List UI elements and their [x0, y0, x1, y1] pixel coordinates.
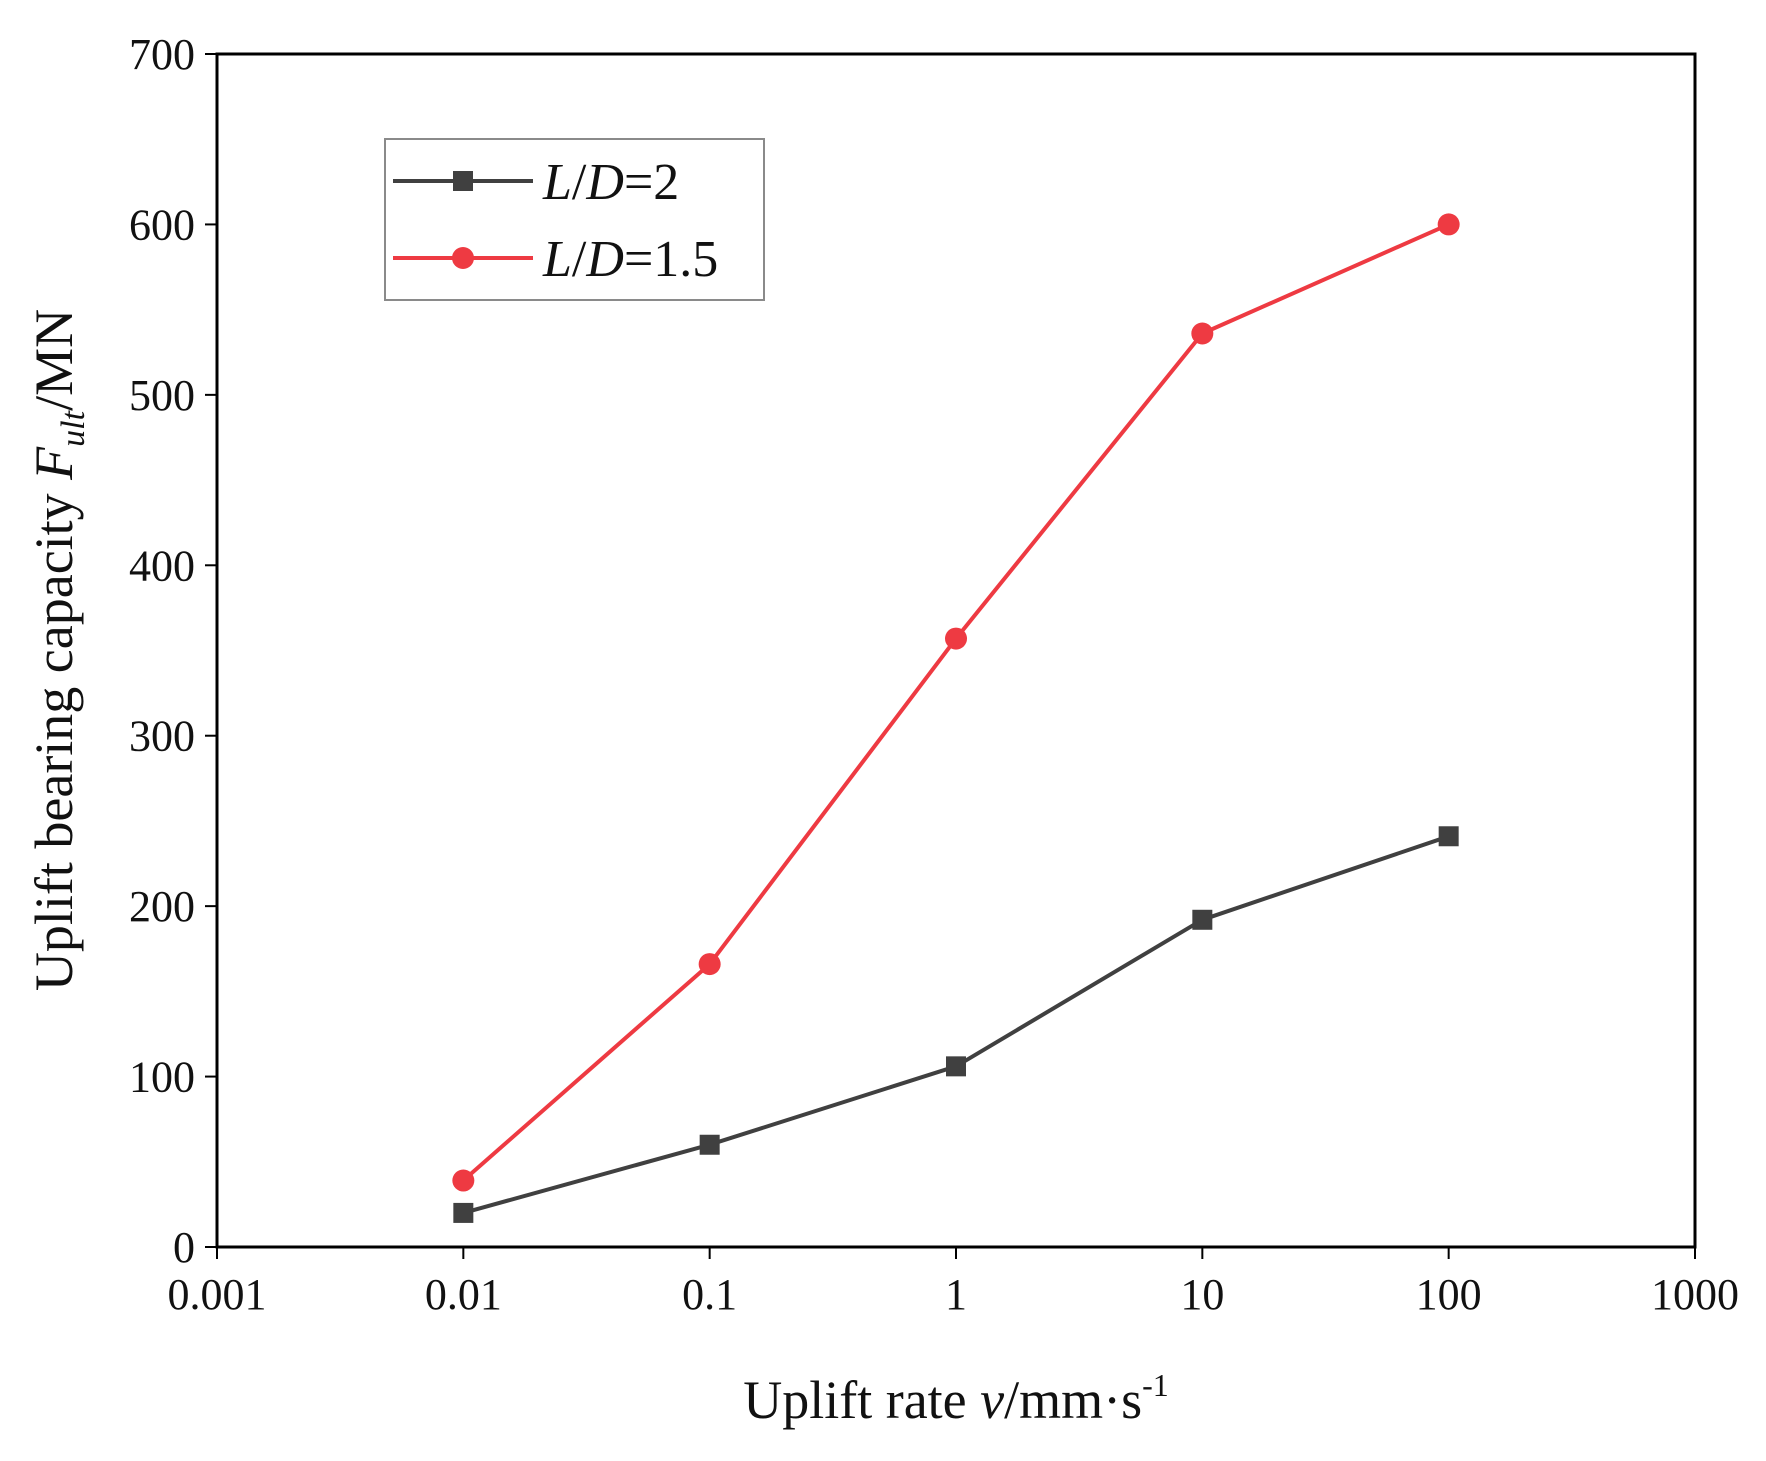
data-point-l-d-2-10: [1192, 909, 1213, 930]
data-point-l-d-2-100: [1438, 826, 1459, 847]
y-tick-label-0: 0: [173, 1223, 195, 1272]
y-axis-ticks: 0 100 200 300 400 500 600 700: [129, 30, 217, 1272]
x-tick-label-1: 1: [945, 1270, 967, 1319]
legend-entry-l-d-1-5: L/D=1.5: [393, 231, 718, 288]
legend-label-l-d-1-5: L/D=1.5: [542, 231, 718, 288]
y-tick-label-400: 400: [129, 541, 195, 590]
data-point-l-d-2-0-01: [453, 1202, 474, 1223]
y-tick-label-700: 700: [129, 30, 195, 79]
x-axis-title: Uplift rate v/mm·s-1: [743, 1367, 1169, 1430]
y-tick-label-100: 100: [129, 1053, 195, 1102]
data-point-l-d-1-5-0-1: [698, 953, 721, 976]
x-tick-label-0-01: 0.01: [425, 1270, 502, 1319]
data-point-l-d-1-5-1: [945, 627, 967, 650]
legend: L/D=2 L/D=1.5: [384, 138, 765, 301]
x-tick-label-0-001: 0.001: [168, 1270, 267, 1319]
data-point-l-d-1-5-10: [1191, 322, 1214, 345]
y-tick-label-300: 300: [129, 712, 195, 761]
series-line-l-d-1-5: [461, 222, 1450, 1183]
y-tick-label-200: 200: [129, 882, 195, 931]
y-tick-label-500: 500: [129, 371, 195, 420]
x-tick-label-10: 10: [1180, 1270, 1224, 1319]
data-point-l-d-2-0-1: [699, 1134, 720, 1155]
data-point-l-d-2-1: [946, 1056, 966, 1077]
x-tick-label-1000: 1000: [1651, 1270, 1739, 1319]
x-tick-label-0-1: 0.1: [682, 1270, 737, 1319]
legend-marker-l-d-1-5: [452, 247, 474, 269]
data-point-l-d-1-5-0-01: [452, 1169, 475, 1192]
legend-box: [384, 138, 765, 301]
data-point-l-d-1-5-100: [1437, 213, 1460, 236]
series-markers: [452, 213, 1460, 1223]
y-axis-title: Uplift bearing capacity Fult/MN: [24, 309, 92, 991]
x-tick-label-100: 100: [1416, 1270, 1482, 1319]
x-axis-ticks: 0.001 0.01 0.1 1 10 100 1000: [168, 1247, 1739, 1319]
y-tick-label-600: 600: [129, 200, 195, 249]
legend-marker-l-d-2: [453, 171, 473, 191]
legend-entry-l-d-2: L/D=2: [393, 154, 679, 211]
legend-label-l-d-2: L/D=2: [542, 154, 679, 211]
series-line-l-d-2: [462, 834, 1450, 1215]
